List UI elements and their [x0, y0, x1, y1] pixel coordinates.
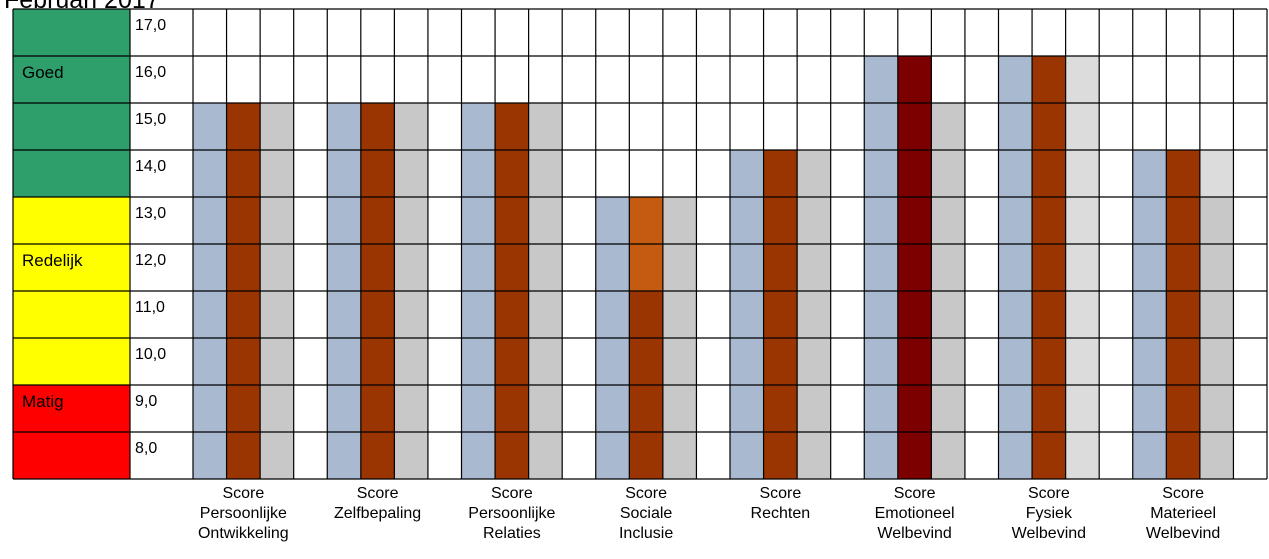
x-axis-label: Score Persoonlijke Relaties	[447, 484, 577, 544]
bar-series1-cat6	[864, 56, 898, 479]
x-axis-label-line: Ontwikkeling	[197, 525, 289, 542]
x-axis-label-line: Score	[1162, 485, 1204, 502]
x-axis-label: Score Emotioneel Welbevind	[850, 484, 980, 544]
x-axis-label-line: Inclusie	[618, 525, 674, 542]
x-axis-label: Score Rechten	[715, 484, 845, 524]
x-axis-label-line: Score	[1027, 485, 1070, 502]
x-axis-label-line: Score	[759, 485, 802, 502]
x-axis-label-line: Relaties	[482, 525, 541, 542]
y-tick-label: 16,0	[135, 64, 166, 81]
x-axis-label-line: Score	[893, 485, 936, 502]
bar-series2-cat6	[897, 56, 932, 479]
y-tick-label: 13,0	[135, 205, 166, 222]
bar-series1-cat5	[730, 150, 764, 479]
y-tick-label: 8,0	[135, 440, 157, 457]
x-axis-label-line: Welbevind	[877, 525, 952, 542]
y-tick-label: 12,0	[135, 252, 166, 269]
y-tick-label: 9,0	[135, 393, 157, 410]
x-axis-label-line: Persoonlijke	[468, 505, 556, 522]
bar-series2-cat7	[1032, 56, 1066, 479]
x-axis-label: Score Persoonlijke Ontwikkeling	[178, 484, 308, 544]
x-axis-label-line: Emotioneel	[874, 505, 955, 522]
x-axis-label-line: Rechten	[750, 505, 811, 522]
y-tick-label: 15,0	[135, 111, 166, 128]
x-axis-label-line: Fysiek	[1025, 505, 1072, 522]
x-axis-label-line: Zelfbepaling	[334, 505, 422, 522]
x-axis-label-line: Score	[356, 485, 399, 502]
bar-series1-cat7	[998, 56, 1033, 479]
band-label-redelijk: Redelijk	[22, 251, 83, 270]
x-axis-label-line: Welbevind	[1145, 525, 1221, 542]
x-axis-label: Score Zelfbepaling	[313, 484, 443, 524]
x-axis-label-line: Materieel	[1150, 505, 1216, 522]
x-axis-label-line: Persoonlijke	[199, 505, 287, 522]
bar-series2-cat5	[763, 150, 798, 479]
bar-series3-cat5	[797, 150, 831, 479]
x-axis-label: Score Fysiek Welbevind	[984, 484, 1114, 544]
y-tick-label: 14,0	[135, 158, 166, 175]
bar-series3-cat7	[1065, 56, 1100, 479]
bar-series3-cat8	[1199, 150, 1234, 479]
x-axis-label-line: Score	[222, 485, 265, 502]
bar-top-light-cat8	[1199, 150, 1234, 197]
y-tick-label: 10,0	[135, 346, 166, 363]
x-axis-label-line: Welbevind	[1011, 525, 1087, 542]
y-tick-label: 11,0	[135, 299, 165, 316]
x-axis-label: Score Sociale Inclusie	[581, 484, 711, 544]
bar-series1-cat8	[1132, 150, 1167, 479]
x-axis-label-line: Sociale	[619, 505, 673, 522]
y-tick-label: 17,0	[135, 17, 166, 34]
score-grid-chart: 17,0 16,0 15,0 14,0 13,0 12,0 11,0 10,0 9,0 8,0 Go…	[12, 8, 1268, 480]
x-axis-label: Score Materieel Welbevind	[1118, 484, 1248, 544]
band-label-matig: Matig	[22, 392, 64, 411]
x-axis-label-line: Score	[625, 485, 667, 502]
bar-series2-cat8	[1166, 150, 1200, 479]
band-label-goed: Goed	[22, 63, 64, 82]
x-axis-label-line: Score	[490, 485, 533, 502]
